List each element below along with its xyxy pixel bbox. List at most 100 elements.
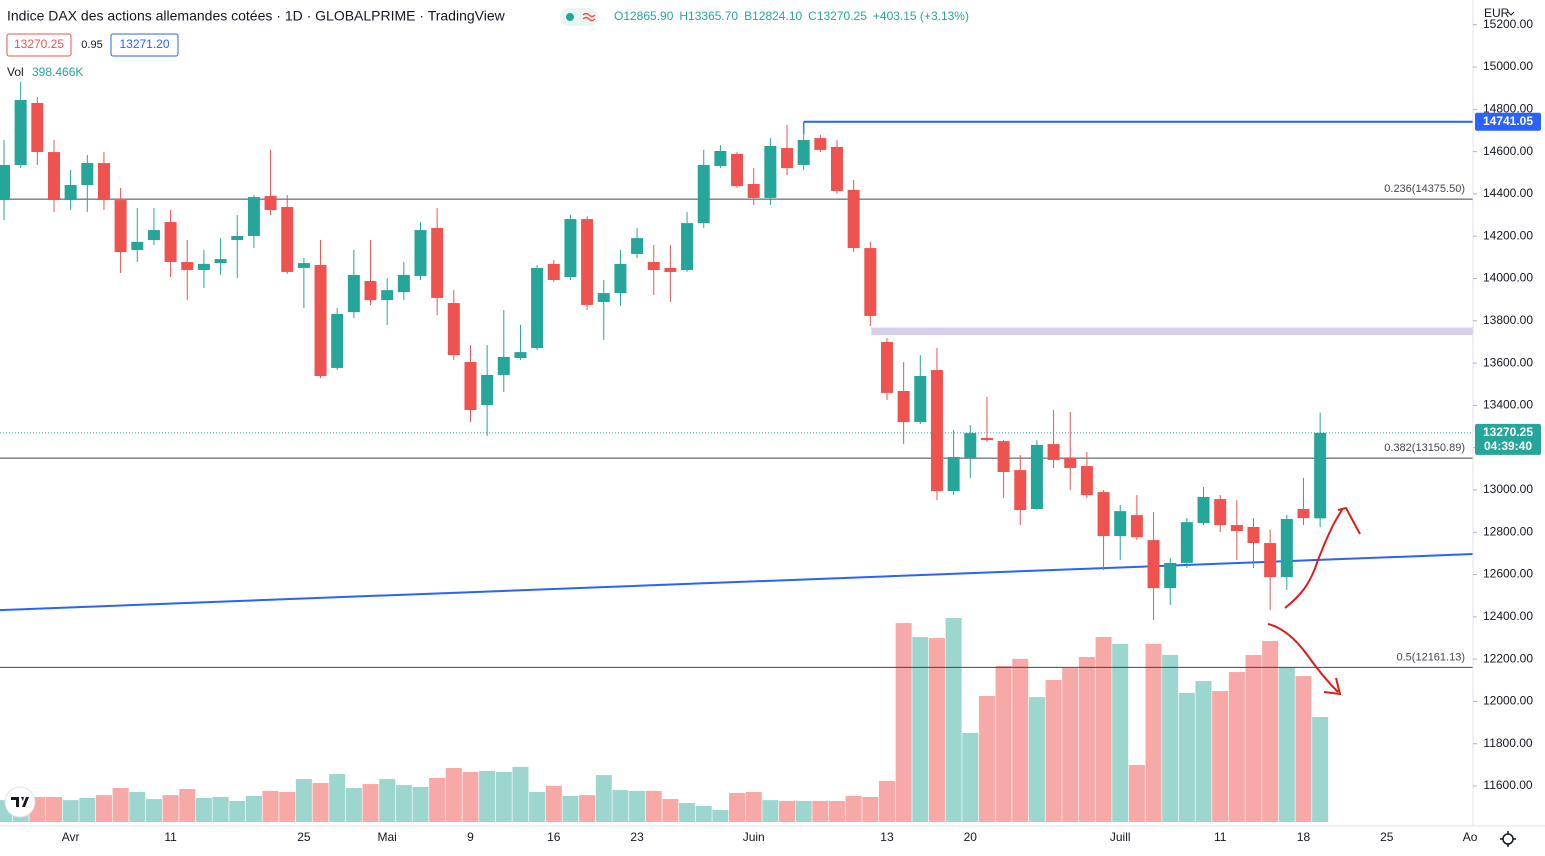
volume-bar <box>962 732 979 822</box>
status-badge <box>560 8 598 26</box>
current-price-label: 13270.25 <box>1483 425 1533 439</box>
volume-bar <box>595 775 612 822</box>
volume-bar <box>978 696 995 822</box>
volume-bar <box>462 771 479 822</box>
candle-body <box>447 303 460 356</box>
volume-bar <box>1195 681 1212 822</box>
candle-body <box>697 164 710 224</box>
candle-body <box>597 293 610 302</box>
volume-bar <box>179 789 196 822</box>
candle-body <box>1314 432 1327 519</box>
volume-bar <box>779 800 796 822</box>
x-tick-label: 11 <box>164 830 177 844</box>
volume-bar <box>429 777 446 822</box>
candle-body <box>464 362 477 411</box>
candle-body <box>647 262 660 271</box>
y-tick-label: 13000.00 <box>1483 482 1533 496</box>
y-tick-label: 12200.00 <box>1483 651 1533 665</box>
candle-body <box>1130 515 1143 538</box>
y-tick-label: 12600.00 <box>1483 567 1533 581</box>
candle-body <box>514 352 527 359</box>
x-tick-label: 20 <box>964 830 978 844</box>
volume-bar <box>1278 667 1295 822</box>
volume-bar <box>862 796 879 822</box>
ohlc-value: C13270.25 <box>808 9 867 23</box>
candle-body <box>497 356 510 375</box>
ask-price: 13271.20 <box>119 37 169 51</box>
volume-bar <box>245 795 262 822</box>
volume-bar <box>345 788 362 822</box>
volume-bar <box>812 800 829 822</box>
volume-bar <box>279 791 296 822</box>
candle-body <box>297 263 310 268</box>
price-zone <box>871 327 1473 335</box>
candle-body <box>914 375 927 423</box>
y-tick-label: 13600.00 <box>1483 355 1533 369</box>
volume-bar <box>895 623 912 822</box>
ask-box[interactable] <box>110 33 179 57</box>
candle-body <box>930 370 943 492</box>
y-tick-label: 14200.00 <box>1483 228 1533 242</box>
y-tick-label: 11800.00 <box>1483 736 1532 750</box>
candle-body <box>1047 444 1060 460</box>
candle-body <box>231 236 244 241</box>
candle-body <box>47 152 60 201</box>
volume-bar <box>545 785 562 822</box>
candle-body <box>1164 562 1177 589</box>
volume-bar <box>295 779 312 822</box>
candle-body <box>564 219 577 278</box>
candle-body <box>314 264 327 376</box>
x-tick-label: Mai <box>378 830 397 844</box>
candle-body <box>947 456 960 492</box>
volume-value: 398.466K <box>32 65 83 79</box>
candle-body <box>1030 444 1043 510</box>
currency[interactable]: EUR <box>1484 6 1510 20</box>
volume-bar <box>1212 691 1229 822</box>
candle-body <box>131 241 144 250</box>
x-tick-label: 13 <box>880 830 894 844</box>
candle-body <box>14 100 27 165</box>
volume-bar <box>612 790 629 822</box>
y-tick-label: 13400.00 <box>1483 398 1533 412</box>
candle-body <box>247 197 260 236</box>
volume-bar <box>762 800 779 822</box>
candle-body <box>414 230 427 276</box>
volume-bar <box>45 796 62 822</box>
fib-label: 0.5(12161.13) <box>1397 651 1466 663</box>
candle-body <box>1180 522 1193 563</box>
volume-bar <box>1228 672 1245 822</box>
candle-body <box>397 274 410 293</box>
drawn-arrow <box>1284 506 1361 609</box>
volume-bar <box>579 795 596 822</box>
candle-body <box>0 164 10 201</box>
logo-mark <box>11 797 29 807</box>
volume-bar <box>878 780 895 822</box>
volume-bar <box>262 790 279 822</box>
volume-bar <box>1295 676 1312 822</box>
x-tick-label: Juill <box>1110 830 1131 844</box>
volume-bar <box>1062 668 1079 822</box>
volume-bar <box>145 799 162 822</box>
volume-bar <box>195 798 212 822</box>
bid-box[interactable] <box>6 33 72 57</box>
y-tick-label: 15200.00 <box>1483 17 1533 31</box>
candle-body <box>214 259 227 264</box>
y-tick-label: 14800.00 <box>1483 102 1533 116</box>
x-tick-label: 11 <box>1214 830 1227 844</box>
candle-body <box>1097 492 1110 537</box>
volume-bar <box>679 803 696 822</box>
candle-body <box>347 274 360 313</box>
hline-price-label: 14741.05 <box>1483 114 1533 128</box>
candle-body <box>681 223 694 271</box>
y-tick-label: 14400.00 <box>1483 186 1533 200</box>
logo[interactable] <box>4 786 36 818</box>
y-tick-label: 14000.00 <box>1483 271 1533 285</box>
volume-bar <box>162 795 179 822</box>
x-tick-label: Juin <box>743 830 765 844</box>
volume-bar <box>62 800 79 822</box>
candle-body <box>631 238 644 254</box>
candle-body <box>81 163 94 186</box>
ohlc-legend: O12865.90 H13365.70 B12824.10 C13270.25 +403… <box>614 9 969 23</box>
y-tick-label: 12000.00 <box>1483 694 1533 708</box>
fib-label: 0.236(14375.50) <box>1384 183 1465 195</box>
